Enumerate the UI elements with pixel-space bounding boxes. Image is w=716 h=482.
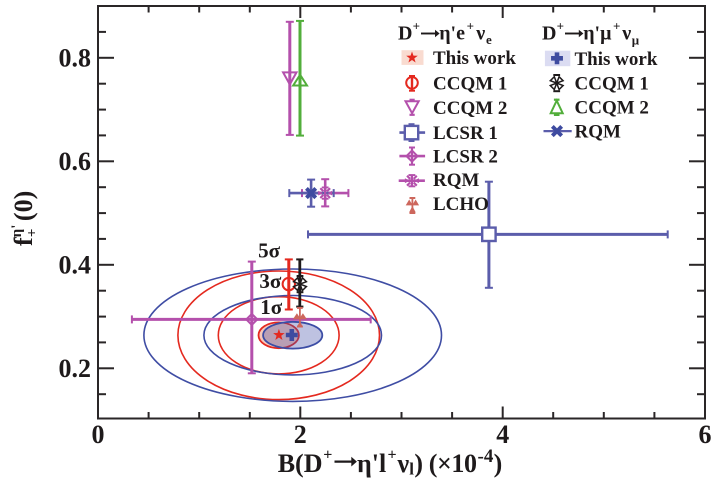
svg-text:+: + bbox=[613, 19, 620, 34]
svg-text:l: l bbox=[409, 460, 414, 479]
svg-text:fη'+(0): fη'+(0) bbox=[9, 191, 41, 246]
svg-text:RQM: RQM bbox=[575, 122, 622, 143]
svg-text:ν: ν bbox=[621, 22, 631, 44]
svg-text:D: D bbox=[398, 22, 412, 44]
svg-text:) (×10: ) (×10 bbox=[414, 449, 477, 478]
svg-text:D: D bbox=[542, 22, 556, 44]
svg-text:-4: -4 bbox=[478, 446, 494, 467]
svg-text:0.2: 0.2 bbox=[59, 354, 92, 383]
svg-text:+: + bbox=[557, 19, 564, 34]
svg-text:5σ: 5σ bbox=[258, 238, 281, 262]
svg-text:LCHO: LCHO bbox=[433, 194, 489, 215]
svg-text:η'μ: η'μ bbox=[583, 22, 612, 44]
svg-text:): ) bbox=[494, 449, 503, 478]
svg-text:CCQM 1: CCQM 1 bbox=[575, 74, 649, 95]
svg-text:+: + bbox=[388, 447, 397, 464]
svg-text:0.4: 0.4 bbox=[59, 251, 92, 280]
svg-text:η'l: η'l bbox=[357, 449, 386, 478]
svg-text:0.8: 0.8 bbox=[59, 44, 92, 73]
svg-text:This work: This work bbox=[575, 49, 658, 70]
svg-text:LCSR 1: LCSR 1 bbox=[433, 123, 498, 144]
svg-text:2: 2 bbox=[294, 420, 307, 449]
svg-text:CCQM 1: CCQM 1 bbox=[433, 73, 507, 94]
svg-text:This work: This work bbox=[433, 48, 516, 69]
svg-text:CCQM 2: CCQM 2 bbox=[575, 98, 649, 119]
svg-text:LCSR 2: LCSR 2 bbox=[433, 147, 498, 168]
svg-text:+: + bbox=[413, 19, 420, 34]
svg-text:3σ: 3σ bbox=[259, 269, 282, 293]
svg-text:+: + bbox=[467, 19, 474, 34]
svg-text:η'e: η'e bbox=[439, 22, 465, 44]
svg-text:ν: ν bbox=[475, 22, 485, 44]
svg-text:RQM: RQM bbox=[433, 170, 480, 191]
svg-text:CCQM 2: CCQM 2 bbox=[433, 98, 507, 119]
svg-text:e: e bbox=[486, 32, 492, 47]
svg-text:4: 4 bbox=[496, 420, 509, 449]
svg-text:0.6: 0.6 bbox=[59, 147, 92, 176]
svg-text:μ: μ bbox=[632, 33, 640, 48]
svg-text:6: 6 bbox=[699, 420, 712, 449]
svg-text:+: + bbox=[323, 447, 332, 464]
svg-text:1σ: 1σ bbox=[260, 295, 283, 319]
svg-text:ν: ν bbox=[397, 449, 410, 478]
svg-text:0: 0 bbox=[92, 420, 105, 449]
svg-text:B(D: B(D bbox=[278, 449, 323, 478]
